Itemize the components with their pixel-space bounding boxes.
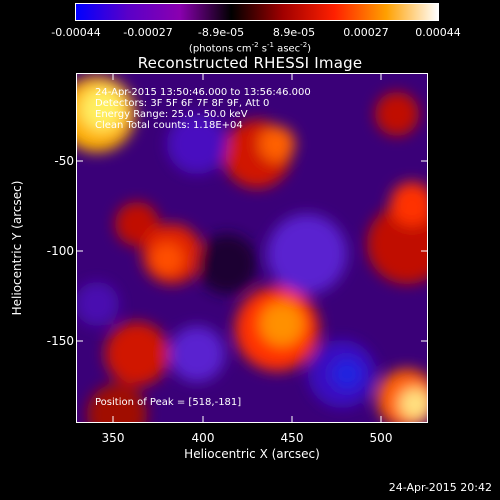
colorbar-tick: 8.9e-05 bbox=[272, 26, 316, 39]
heatmap-blob bbox=[115, 202, 159, 246]
colorbar-tick: 0.00027 bbox=[343, 26, 389, 39]
heatmap-blob bbox=[259, 126, 295, 162]
y-axis-label: Heliocentric Y (arcsec) bbox=[10, 180, 24, 316]
info-clean: Clean Total counts: 1.18E+04 bbox=[95, 120, 243, 131]
colorbar-tick: -0.00044 bbox=[51, 26, 101, 39]
heatmap-blob bbox=[80, 87, 124, 131]
colorbar-tick: -8.9e-05 bbox=[197, 26, 245, 39]
heatmap-blob bbox=[197, 234, 257, 294]
heatmap-blob bbox=[169, 326, 225, 382]
heatmap-blob bbox=[105, 322, 169, 386]
colorbar bbox=[75, 3, 439, 21]
plot-title: Reconstructed RHESSI Image bbox=[137, 54, 363, 72]
x-axis-label: Heliocentric X (arcsec) bbox=[184, 447, 320, 461]
heatmap-blob bbox=[390, 182, 427, 226]
info-peak: Position of Peak = [518,-181] bbox=[95, 397, 242, 408]
colorbar-tick: 0.00044 bbox=[415, 26, 461, 39]
x-tick-label: 500 bbox=[369, 431, 393, 445]
heatmap-blob bbox=[260, 302, 304, 346]
heatmap-blob bbox=[151, 243, 183, 275]
timestamp: 24-Apr-2015 20:42 bbox=[388, 481, 492, 494]
colorbar-units: (photons cm-2 s-1 asec-2) bbox=[188, 41, 312, 55]
heatmap-blob bbox=[399, 388, 427, 420]
info-detectors: Detectors: 3F 5F 6F 7F 8F 9F, Att 0 bbox=[95, 98, 270, 109]
info-time: 24-Apr-2015 13:50:46.000 to 13:56:46.000 bbox=[95, 87, 311, 98]
heatmap-blob bbox=[375, 92, 419, 136]
colorbar-tick: -0.00027 bbox=[123, 26, 173, 39]
rhessi-image bbox=[77, 74, 427, 422]
y-tick-label: -50 bbox=[54, 154, 74, 168]
heatmap-blob bbox=[331, 358, 363, 390]
heatmap-blob bbox=[77, 282, 119, 326]
y-tick-label: -150 bbox=[46, 334, 74, 348]
y-tick-label: -100 bbox=[46, 244, 74, 258]
x-tick-label: 350 bbox=[101, 431, 125, 445]
info-energy: Energy Range: 25.0 - 50.0 keV bbox=[95, 109, 248, 120]
heatmap-blob bbox=[167, 114, 227, 174]
heatmap-blob bbox=[267, 214, 347, 294]
image-plot bbox=[76, 73, 428, 423]
x-tick-label: 450 bbox=[280, 431, 304, 445]
x-tick-label: 400 bbox=[191, 431, 215, 445]
heatmap-blob bbox=[87, 384, 147, 422]
